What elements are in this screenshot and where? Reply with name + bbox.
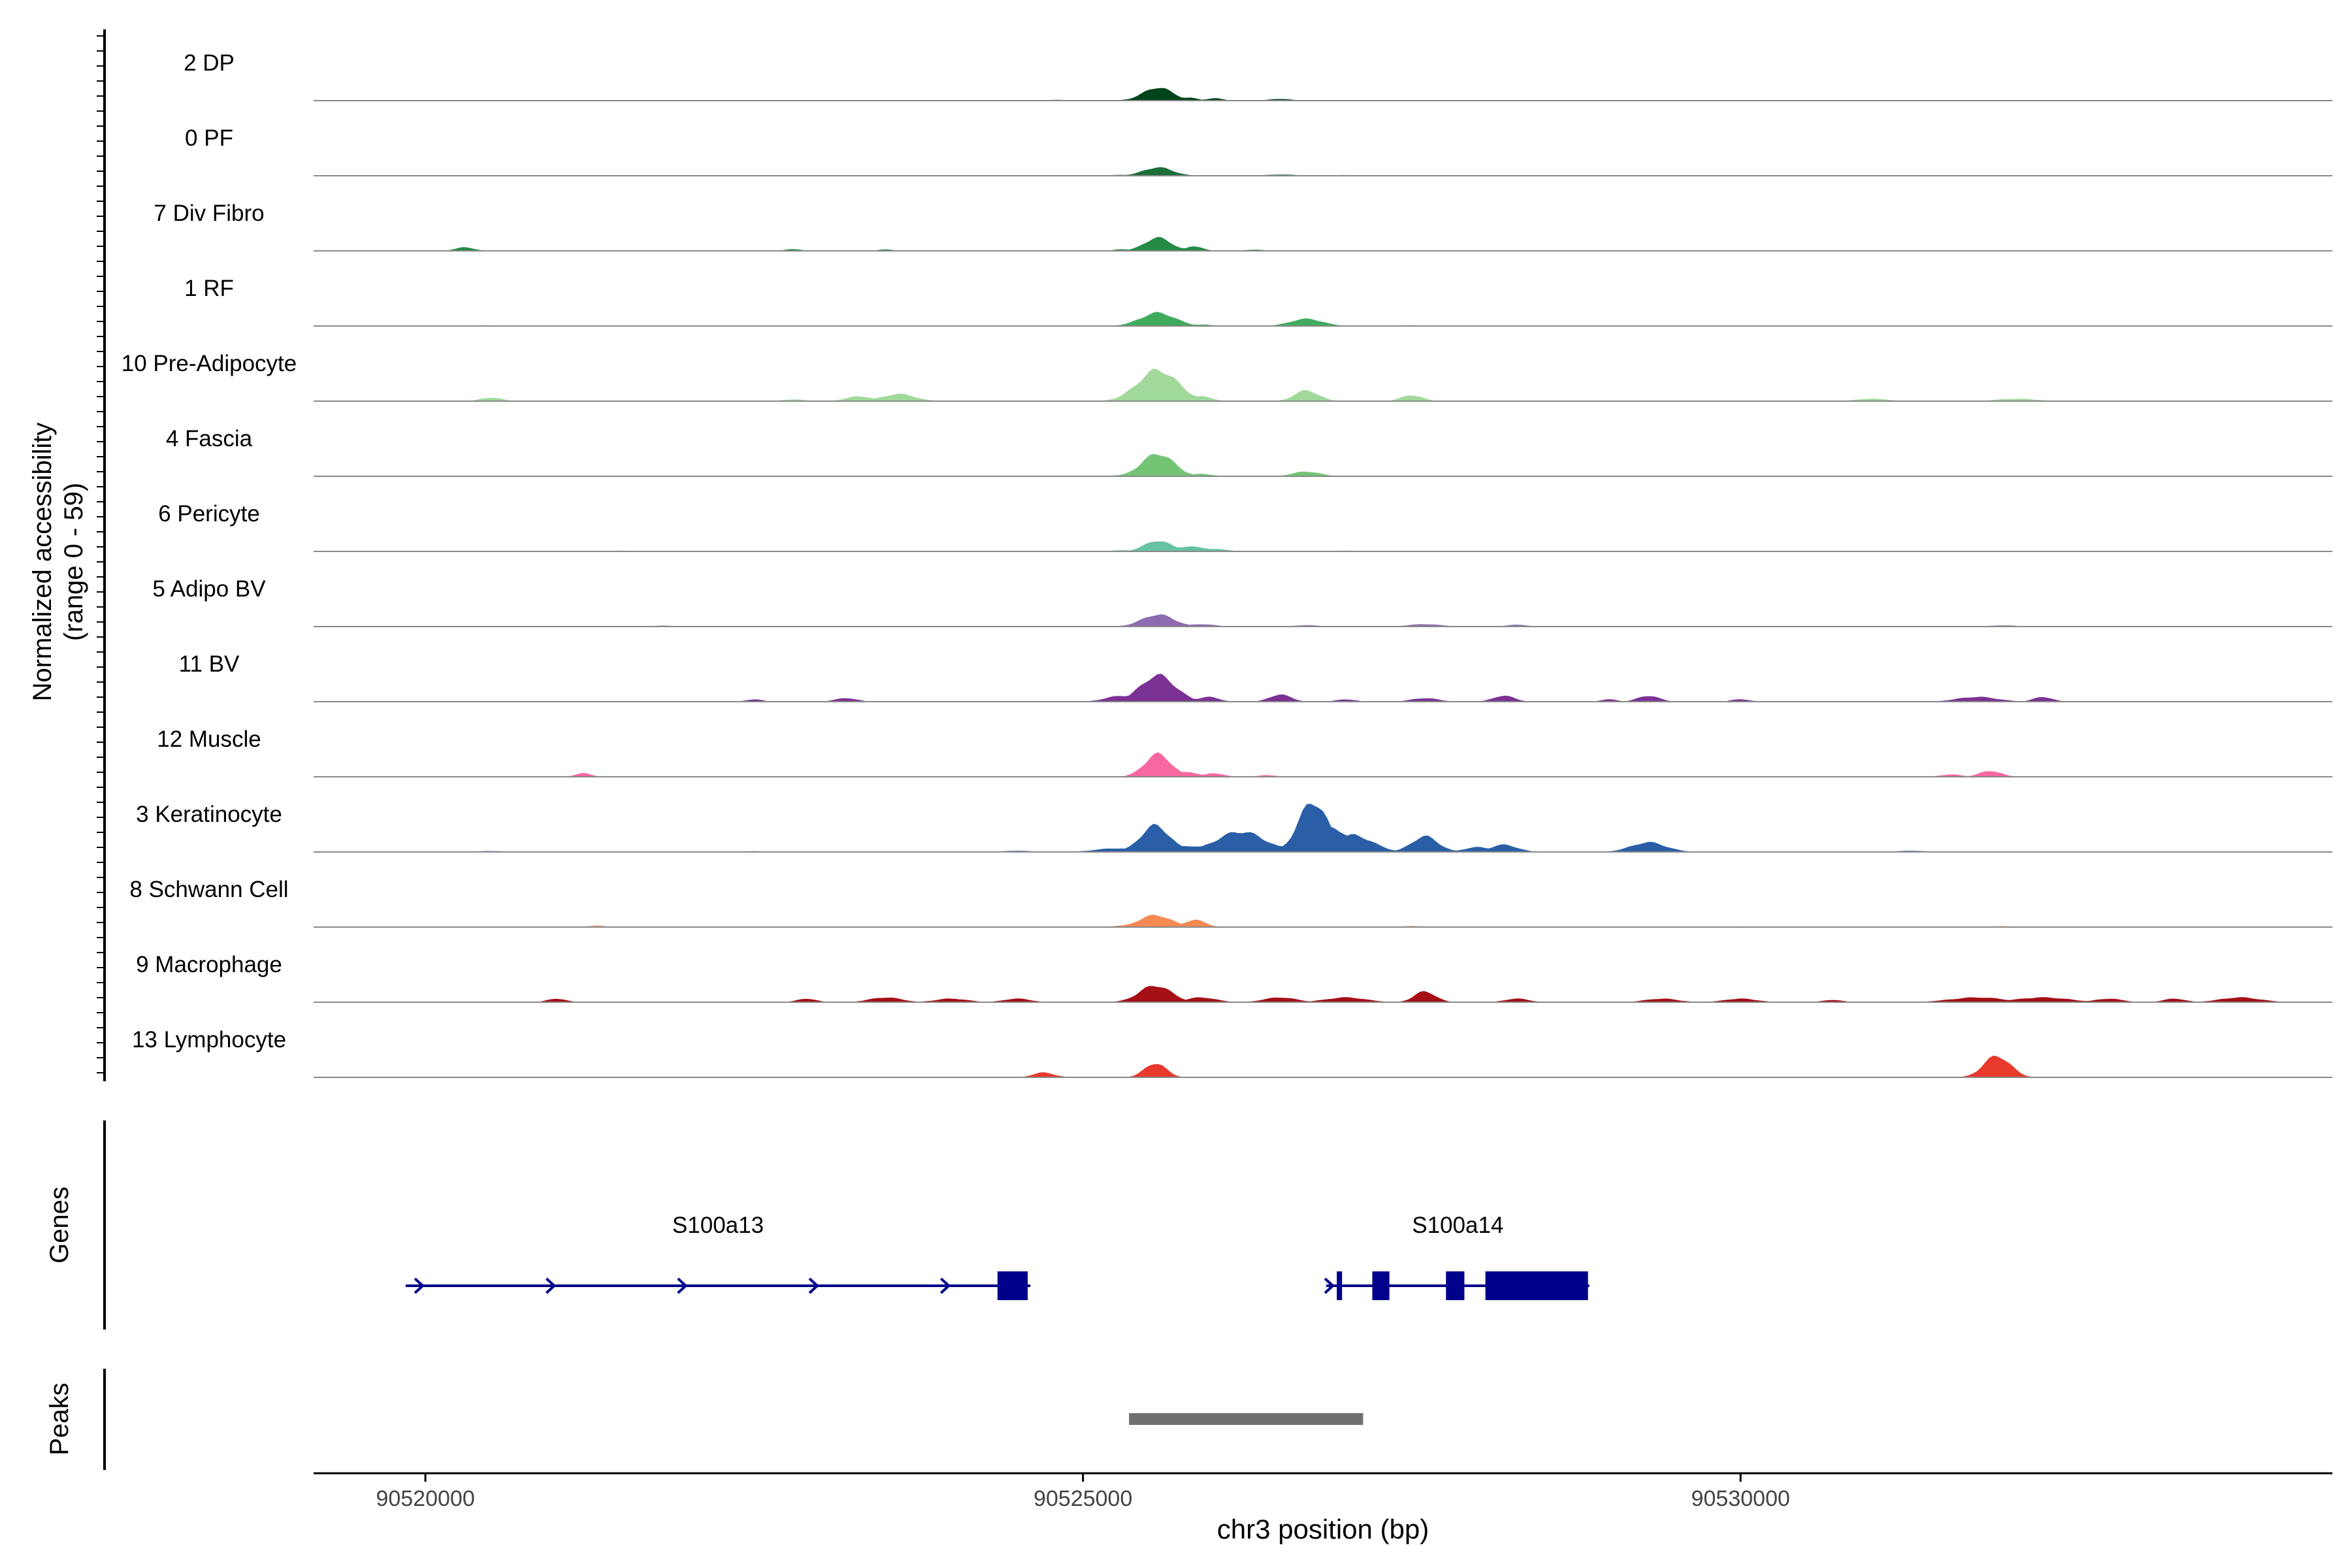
track-label: 7 Div Fibro [154, 201, 264, 226]
genes-track-label: Genes [45, 1186, 74, 1264]
track: 7 Div Fibro [154, 201, 2332, 252]
y-axis-label-line2: (range 0 - 59) [59, 483, 88, 641]
gene-exon [1372, 1271, 1390, 1300]
track: 0 PF [185, 125, 2332, 176]
track-coverage-area [314, 312, 2332, 326]
track: 10 Pre-Adipocyte [122, 351, 2332, 402]
gene-exon [1446, 1271, 1465, 1300]
track-label: 3 Keratinocyte [136, 802, 282, 827]
gene-exon [1337, 1271, 1343, 1300]
track: 13 Lymphocyte [132, 1027, 2332, 1078]
track-coverage-area [314, 804, 2332, 852]
track: 3 Keratinocyte [136, 802, 2332, 853]
track: 11 BV [179, 651, 2332, 702]
x-axis: 90520000 90525000 90530000 chr3 position (… [314, 1472, 2332, 1544]
gene-name-label: S100a14 [1412, 1213, 1503, 1238]
track-label: 13 Lymphocyte [132, 1027, 286, 1053]
track-label: 1 RF [184, 276, 234, 301]
x-axis-label: chr3 position (bp) [1217, 1514, 1429, 1544]
track-label: 10 Pre-Adipocyte [122, 351, 297, 376]
x-tick-label: 90530000 [1691, 1486, 1789, 1511]
gene-strand-arrow [1324, 1277, 1335, 1294]
peaks-track-label: Peaks [45, 1382, 74, 1455]
track-label: 11 BV [179, 651, 240, 677]
peaks-panel: Peaks [45, 1369, 1364, 1470]
track: 2 DP [184, 50, 2332, 101]
gene-strand-arrow [677, 1277, 688, 1294]
y-axis-label-line1: Normalized accessibility [28, 423, 57, 702]
track-label: 5 Adipo BV [152, 576, 266, 602]
track-label: 6 Pericyte [158, 501, 260, 527]
genes-panel: Genes S100a13 S100a14 [45, 1120, 1590, 1330]
track-label: 2 DP [184, 50, 235, 76]
gene: S100a14 [1324, 1213, 1590, 1300]
track: 6 Pericyte [158, 501, 2332, 552]
track-label: 4 Fascia [166, 426, 253, 451]
gene: S100a13 [405, 1213, 1031, 1300]
track: 12 Muscle [157, 727, 2332, 777]
gene-strand-arrow [545, 1277, 557, 1294]
gene-strand-arrow [939, 1277, 951, 1294]
track: 5 Adipo BV [152, 576, 2332, 627]
coverage-axis [97, 29, 106, 1081]
gene-exon [997, 1271, 1028, 1300]
peak-region [1129, 1413, 1364, 1425]
track-label: 8 Schwann Cell [129, 877, 288, 902]
track-label: 0 PF [185, 125, 233, 151]
coverage-tracks: 2 DP 0 PF 7 Div Fibro 1 RF 10 Pre-Adipocyte 4… [122, 50, 2332, 1078]
gene-strand-arrow [808, 1277, 819, 1294]
gene-strand-arrow [414, 1277, 425, 1294]
track: 9 Macrophage [136, 952, 2332, 1003]
track: 1 RF [184, 276, 2332, 327]
track: 8 Schwann Cell [129, 877, 2332, 928]
track: 4 Fascia [166, 426, 2332, 477]
gene-name-label: S100a13 [672, 1213, 764, 1238]
x-tick-label: 90520000 [376, 1486, 474, 1511]
track-label: 9 Macrophage [136, 952, 282, 977]
track-label: 12 Muscle [157, 727, 261, 752]
gene-exon [1485, 1271, 1588, 1300]
x-tick-label: 90525000 [1034, 1486, 1132, 1511]
